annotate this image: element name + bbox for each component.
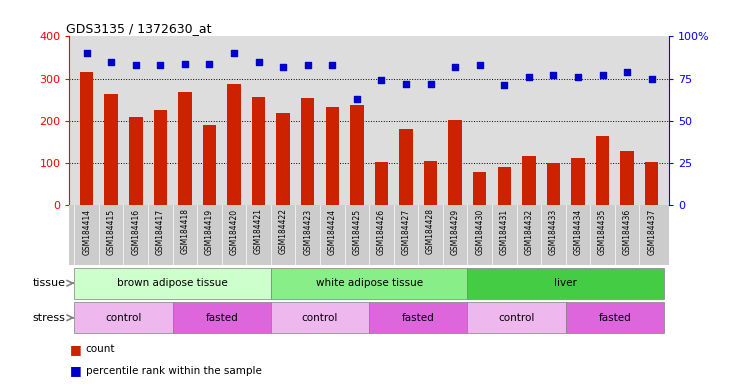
Text: white adipose tissue: white adipose tissue xyxy=(316,278,423,288)
Text: GSM184435: GSM184435 xyxy=(598,209,607,255)
Text: fasted: fasted xyxy=(402,313,435,323)
Bar xyxy=(498,167,511,205)
Bar xyxy=(522,156,536,205)
Bar xyxy=(375,162,388,205)
Bar xyxy=(571,158,585,205)
Text: GSM184433: GSM184433 xyxy=(549,209,558,255)
Text: ■: ■ xyxy=(69,343,81,356)
Point xyxy=(523,74,534,80)
Text: fasted: fasted xyxy=(205,313,238,323)
Text: GSM184437: GSM184437 xyxy=(647,209,656,255)
Bar xyxy=(547,163,560,205)
Point xyxy=(645,76,657,82)
Bar xyxy=(80,73,94,205)
Text: control: control xyxy=(302,313,338,323)
Bar xyxy=(75,268,271,299)
Text: GSM184416: GSM184416 xyxy=(132,209,140,255)
Bar xyxy=(227,84,240,205)
Point xyxy=(179,60,191,66)
Point xyxy=(154,62,166,68)
Bar xyxy=(645,162,659,205)
Point xyxy=(204,60,216,66)
Bar xyxy=(178,92,192,205)
Bar xyxy=(448,120,462,205)
Bar xyxy=(173,302,271,333)
Point xyxy=(253,59,265,65)
Bar xyxy=(105,94,118,205)
Point xyxy=(376,77,387,83)
Bar xyxy=(129,117,143,205)
Text: GSM184432: GSM184432 xyxy=(524,209,534,255)
Text: GSM184423: GSM184423 xyxy=(303,209,312,255)
Bar xyxy=(467,302,566,333)
Bar xyxy=(75,302,173,333)
Bar xyxy=(473,172,486,205)
Text: count: count xyxy=(86,344,115,354)
Point xyxy=(105,59,117,65)
Text: control: control xyxy=(499,313,535,323)
Text: GSM184417: GSM184417 xyxy=(156,209,165,255)
Text: GSM184419: GSM184419 xyxy=(205,209,214,255)
Point xyxy=(327,62,338,68)
Text: tissue: tissue xyxy=(33,278,66,288)
Bar xyxy=(154,110,167,205)
Text: GSM184420: GSM184420 xyxy=(230,209,238,255)
Text: GSM184431: GSM184431 xyxy=(500,209,509,255)
Point xyxy=(548,72,559,78)
Point xyxy=(277,64,289,70)
Text: GSM184429: GSM184429 xyxy=(450,209,460,255)
Text: GSM184415: GSM184415 xyxy=(107,209,115,255)
Bar xyxy=(399,129,413,205)
Bar xyxy=(252,97,265,205)
Text: fasted: fasted xyxy=(599,313,631,323)
Text: GSM184427: GSM184427 xyxy=(401,209,411,255)
Point xyxy=(450,64,461,70)
Text: GSM184414: GSM184414 xyxy=(82,209,91,255)
Point xyxy=(425,81,436,87)
Text: GSM184424: GSM184424 xyxy=(327,209,337,255)
Point xyxy=(499,83,510,89)
Bar xyxy=(566,302,664,333)
Point xyxy=(572,74,584,80)
Bar xyxy=(301,98,314,205)
Bar xyxy=(202,125,216,205)
Bar xyxy=(467,268,664,299)
Bar xyxy=(271,268,467,299)
Text: stress: stress xyxy=(33,313,66,323)
Bar xyxy=(596,136,610,205)
Bar xyxy=(276,113,290,205)
Point xyxy=(81,50,93,56)
Bar xyxy=(271,302,369,333)
Point xyxy=(130,62,142,68)
Point xyxy=(351,96,363,102)
Bar xyxy=(325,108,339,205)
Text: GSM184418: GSM184418 xyxy=(181,209,189,255)
Text: GSM184428: GSM184428 xyxy=(426,209,435,255)
Text: GSM184426: GSM184426 xyxy=(377,209,386,255)
Text: liver: liver xyxy=(554,278,577,288)
Text: ■: ■ xyxy=(69,364,81,377)
Text: GSM184434: GSM184434 xyxy=(573,209,583,255)
Text: percentile rank within the sample: percentile rank within the sample xyxy=(86,366,262,376)
Text: GSM184422: GSM184422 xyxy=(279,209,288,255)
Text: GSM184421: GSM184421 xyxy=(254,209,263,255)
Point xyxy=(474,62,485,68)
Point xyxy=(302,62,314,68)
Bar xyxy=(350,105,363,205)
Bar xyxy=(621,151,634,205)
Text: GSM184430: GSM184430 xyxy=(475,209,484,255)
Bar xyxy=(369,302,467,333)
Text: GDS3135 / 1372630_at: GDS3135 / 1372630_at xyxy=(67,22,212,35)
Point xyxy=(400,81,412,87)
Text: GSM184425: GSM184425 xyxy=(352,209,361,255)
Point xyxy=(621,69,633,75)
Point xyxy=(228,50,240,56)
Text: GSM184436: GSM184436 xyxy=(623,209,632,255)
Text: control: control xyxy=(105,313,142,323)
Point xyxy=(596,72,608,78)
Text: brown adipose tissue: brown adipose tissue xyxy=(117,278,228,288)
Bar xyxy=(424,161,437,205)
